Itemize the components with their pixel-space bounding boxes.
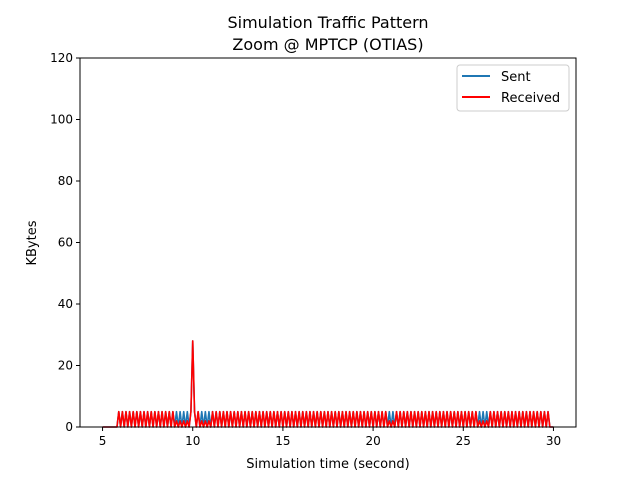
y-axis-label: KBytes	[25, 220, 40, 265]
y-tick-label: 80	[58, 174, 73, 188]
plot-frame	[79, 57, 577, 428]
legend: Sent Received	[456, 64, 570, 112]
y-tick-label: 100	[50, 113, 73, 127]
x-tick-label: 5	[99, 434, 107, 448]
x-axis: 5 10 15 20 25 30	[99, 427, 561, 448]
series-line-received	[102, 340, 554, 428]
chart-title-line-2: Zoom @ MPTCP (OTIAS)	[232, 35, 423, 54]
legend-label-sent: Sent	[501, 70, 531, 85]
x-tick-label: 15	[275, 434, 290, 448]
x-tick-label: 10	[185, 434, 200, 448]
chart-title-line-1: Simulation Traffic Pattern	[227, 13, 428, 32]
series-layer	[102, 340, 554, 428]
y-tick-label: 120	[50, 51, 73, 65]
y-axis: 0 20 40 60 80 100 120	[50, 51, 80, 434]
y-tick-label: 60	[58, 236, 73, 250]
y-tick-label: 20	[58, 359, 73, 373]
x-tick-label: 30	[546, 434, 561, 448]
x-tick-label: 25	[456, 434, 471, 448]
y-tick-label: 40	[58, 297, 73, 311]
x-axis-label: Simulation time (second)	[246, 457, 409, 472]
legend-label-received: Received	[501, 91, 560, 106]
y-tick-label: 0	[65, 420, 73, 434]
x-tick-label: 20	[365, 434, 380, 448]
